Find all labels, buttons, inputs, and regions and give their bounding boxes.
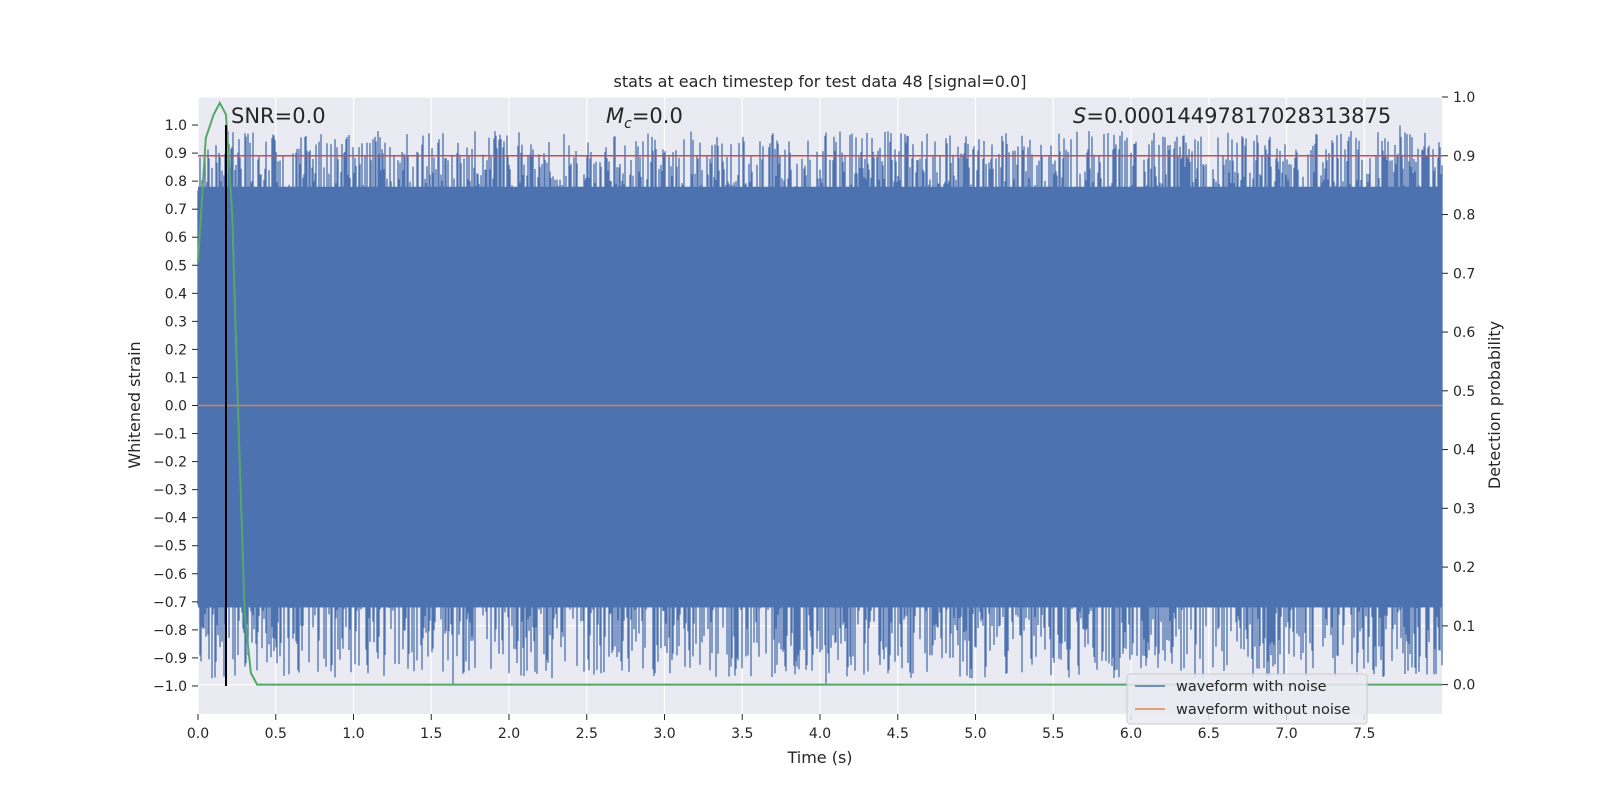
x-axis-label: Time (s) [786,748,852,767]
y-tick-label: −1.0 [153,679,187,695]
y-axis-label: Whitened strain [125,341,144,468]
chart-title: stats at each timestep for test data 48 … [614,72,1027,91]
y-tick-label: −0.2 [153,455,187,471]
y-tick-label: 0.0 [165,399,187,415]
y-tick-label: 0.7 [165,202,187,218]
y-right-tick-label: 0.2 [1453,560,1475,576]
noise-waveform [197,125,1443,684]
snr-annotation: SNR=0.0 [231,104,326,128]
x-tick-label: 2.5 [576,726,598,742]
x-tick-label: 1.5 [420,726,442,742]
x-tick-label: 5.0 [964,726,986,742]
mc-value: =0.0 [632,104,683,128]
y-tick-label: 0.9 [165,146,187,162]
x-tick-label: 5.5 [1042,726,1064,742]
noise-core [198,186,1442,608]
y-tick-label: 0.3 [165,314,187,330]
mc-symbol: M [606,104,624,128]
y-tick-label: 0.5 [165,258,187,274]
y-axis-right-label: Detection probability [1485,321,1504,489]
x-tick-label: 7.0 [1275,726,1297,742]
y-tick-label: −0.9 [153,651,187,667]
y-right-tick-label: 0.3 [1453,501,1475,517]
y-right-tick-label: 0.0 [1453,678,1475,694]
legend-label-noise: waveform with noise [1176,679,1327,695]
legend-label-clean: waveform without noise [1176,702,1350,718]
y-right-tick-label: 0.8 [1453,208,1475,224]
mc-annotation: Mc=0.0 [606,104,683,132]
y-tick-label: 0.6 [165,230,187,246]
y-tick-label: −0.8 [153,623,187,639]
legend-box [1126,673,1368,725]
x-tick-label: 0.0 [187,726,209,742]
x-tick-label: 4.5 [887,726,909,742]
y-tick-label: 0.2 [165,342,187,358]
y-tick-label: −0.4 [153,511,187,527]
y-tick-label: −0.7 [153,595,187,611]
x-tick-label: 0.5 [265,726,287,742]
x-tick-label: 6.0 [1120,726,1142,742]
detection-probability-line [197,100,1442,686]
y-tick-label: −0.1 [153,427,187,443]
x-tick-label: 3.5 [731,726,753,742]
s-value: =0.00014497817028313875 [1086,104,1391,128]
x-tick-label: 2.0 [498,726,520,742]
y-right-tick-label: 0.9 [1453,149,1475,165]
s-annotation: S=0.00014497817028313875 [1073,104,1391,128]
legend: waveform with noise waveform without noi… [1126,673,1368,725]
x-tick-label: 6.5 [1198,726,1220,742]
x-tick-label: 3.0 [653,726,675,742]
y-tick-label: −0.5 [153,539,187,555]
y-right-tick-label: 0.6 [1453,325,1475,341]
y-tick-label: −0.3 [153,483,187,499]
y-tick-label: −0.6 [153,567,187,583]
x-tick-label: 1.0 [342,726,364,742]
y-right-tick-label: 1.0 [1453,90,1475,106]
y-right-tick-label: 0.7 [1453,266,1475,282]
mc-subscript: c [624,116,632,132]
y-tick-label: 0.4 [165,286,187,302]
x-tick-label: 4.0 [809,726,831,742]
y-tick-label: 0.1 [165,370,187,386]
x-tick-label: 7.5 [1353,726,1375,742]
s-symbol: S [1073,104,1086,128]
y-tick-label: 0.8 [165,174,187,190]
y-right-tick-label: 0.1 [1453,619,1475,635]
y-right-tick-label: 0.5 [1453,384,1475,400]
left-axis-ticks: 1.0 0.9 0.8 0.7 0.6 0.5 0.4 0.3 0.2 0.1 0.0 −0.1 −0.… [153,118,198,695]
x-axis-ticks: 0.0 0.5 1.0 1.5 2.0 2.5 3.0 3.5 4.0 4.5 5.0 5.5 6.0 6… [187,714,1375,742]
y-tick-label: 1.0 [165,118,187,134]
y-right-tick-label: 0.4 [1453,443,1475,459]
right-axis-ticks: 1.0 0.9 0.8 0.7 0.6 0.5 0.4 0.3 0.2 0.1 0.0 [1442,90,1475,694]
